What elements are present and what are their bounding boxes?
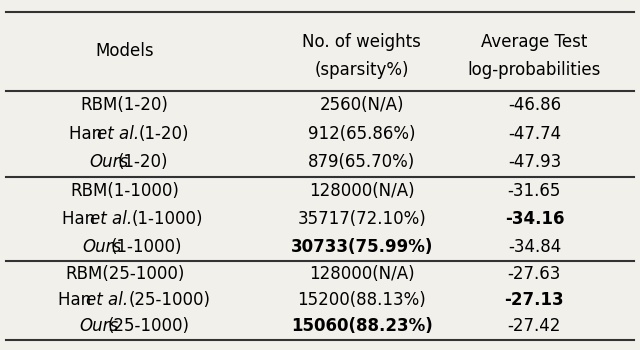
Text: RBM(1-20): RBM(1-20)	[81, 96, 169, 114]
Text: Han: Han	[58, 291, 97, 309]
Text: (25-1000): (25-1000)	[128, 291, 211, 309]
Text: et al.: et al.	[90, 210, 132, 228]
Text: 30733(75.99%): 30733(75.99%)	[291, 238, 433, 256]
Text: 15200(88.13%): 15200(88.13%)	[297, 291, 426, 309]
Text: -31.65: -31.65	[508, 182, 561, 200]
Text: -27.63: -27.63	[508, 265, 561, 283]
Text: -27.13: -27.13	[504, 291, 564, 309]
Text: 912(65.86%): 912(65.86%)	[308, 125, 415, 143]
Text: Han: Han	[69, 125, 107, 143]
Text: 128000(N/A): 128000(N/A)	[308, 265, 415, 283]
Text: Average Test: Average Test	[481, 33, 588, 51]
Text: (1-20): (1-20)	[118, 153, 168, 172]
Text: Ours: Ours	[83, 238, 122, 256]
Text: log-probabilities: log-probabilities	[468, 61, 601, 79]
Text: 2560(N/A): 2560(N/A)	[319, 96, 404, 114]
Text: 15060(88.23%): 15060(88.23%)	[291, 317, 433, 335]
Text: Ours: Ours	[79, 317, 118, 335]
Text: et al.: et al.	[97, 125, 139, 143]
Text: -46.86: -46.86	[508, 96, 561, 114]
Text: (sparsity%): (sparsity%)	[314, 61, 409, 79]
Text: -34.16: -34.16	[505, 210, 564, 228]
Text: RBM(1-1000): RBM(1-1000)	[70, 182, 179, 200]
Text: (1-1000): (1-1000)	[111, 238, 182, 256]
Text: (1-1000): (1-1000)	[132, 210, 204, 228]
Text: Ours: Ours	[90, 153, 129, 172]
Text: -47.74: -47.74	[508, 125, 561, 143]
Text: No. of weights: No. of weights	[302, 33, 421, 51]
Text: RBM(25-1000): RBM(25-1000)	[65, 265, 184, 283]
Text: -27.42: -27.42	[508, 317, 561, 335]
Text: (1-20): (1-20)	[139, 125, 189, 143]
Text: -34.84: -34.84	[508, 238, 561, 256]
Text: 35717(72.10%): 35717(72.10%)	[297, 210, 426, 228]
Text: -47.93: -47.93	[508, 153, 561, 172]
Text: et al.: et al.	[86, 291, 129, 309]
Text: 879(65.70%): 879(65.70%)	[308, 153, 415, 172]
Text: 128000(N/A): 128000(N/A)	[308, 182, 415, 200]
Text: Han: Han	[62, 210, 100, 228]
Text: Models: Models	[95, 42, 154, 60]
Text: (25-1000): (25-1000)	[108, 317, 189, 335]
